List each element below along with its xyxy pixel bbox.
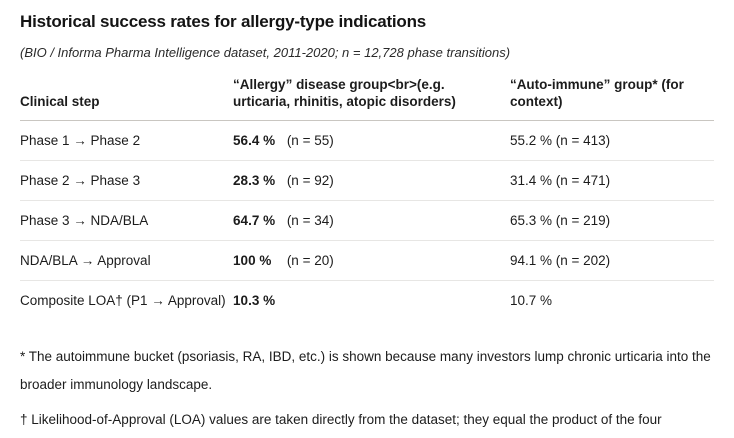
clinical-step-cell: Composite LOA† (P1 → Approval) xyxy=(20,292,226,308)
allergy-percentage: 64.7 % xyxy=(233,212,276,228)
footnote-loa-text: † Likelihood-of-Approval (LOA) values ar… xyxy=(20,411,662,427)
page-title: Historical success rates for allergy-typ… xyxy=(20,12,427,31)
table-row: NDA/BLA → Approval 100 % (n = 20) 94.1 %… xyxy=(20,240,714,281)
table-row: Composite LOA† (P1 → Approval) 10.3 % 10… xyxy=(20,280,714,320)
success-rates-table: Clinical step “Allergy” disease group<br… xyxy=(20,77,714,320)
allergy-percentage: 100 % xyxy=(233,252,272,268)
footnote-autoimmune: * The autoimmune bucket (psoriasis, RA, … xyxy=(20,348,711,392)
column-header-clinical-step: Clinical step xyxy=(20,77,234,121)
allergy-cell: 64.7 % (n = 34) xyxy=(233,200,510,241)
allergy-percentage: 10.3 % xyxy=(233,292,276,308)
table-row: Phase 1 → Phase 2 56.4 % (n = 55) 55.2 %… xyxy=(20,120,714,161)
autoimmune-cell: 31.4 % (n = 471) xyxy=(509,160,714,201)
allergy-cell: 100 % (n = 20) xyxy=(233,240,510,281)
footnote-loa: † Likelihood-of-Approval (LOA) values ar… xyxy=(20,406,714,438)
autoimmune-cell: 55.2 % (n = 413) xyxy=(509,120,714,161)
footnotes-section: * The autoimmune bucket (psoriasis, RA, … xyxy=(20,343,714,438)
allergy-percentage: 56.4 % xyxy=(233,132,276,148)
table-header-row: Clinical step “Allergy” disease group<br… xyxy=(20,77,714,121)
column-header-allergy-group: “Allergy” disease group<br>(e.g. urticar… xyxy=(233,77,510,121)
clinical-step-cell: Phase 2 → Phase 3 xyxy=(20,160,234,201)
autoimmune-cell: 10.7 % xyxy=(509,292,552,308)
allergy-cell: 56.4 % (n = 55) xyxy=(233,120,510,161)
column-header-autoimmune-group: “Auto-immune” group* (for context) xyxy=(509,77,714,121)
clinical-step-cell: NDA/BLA → Approval xyxy=(20,240,234,281)
autoimmune-cell: 65.3 % (n = 219) xyxy=(509,200,714,241)
allergy-cell: 10.3 % xyxy=(233,280,510,320)
allergy-sample-size: (n = 92) xyxy=(286,172,334,188)
clinical-step-cell: Phase 3 → NDA/BLA xyxy=(20,200,234,241)
allergy-sample-size: (n = 34) xyxy=(286,212,334,228)
autoimmune-cell: 94.1 % (n = 202) xyxy=(509,240,714,281)
allergy-sample-size: (n = 20) xyxy=(286,252,334,268)
table-row: Phase 2 → Phase 3 28.3 % (n = 92) 31.4 %… xyxy=(20,160,714,201)
allergy-percentage: 28.3 % xyxy=(233,172,276,188)
allergy-cell: 28.3 % (n = 92) xyxy=(233,160,510,201)
dataset-subtitle: (BIO / Informa Pharma Intelligence datas… xyxy=(20,45,511,60)
allergy-sample-size: (n = 55) xyxy=(286,132,334,148)
clinical-step-cell: Phase 1 → Phase 2 xyxy=(20,120,234,161)
table-row: Phase 3 → NDA/BLA 64.7 % (n = 34) 65.3 %… xyxy=(20,200,714,241)
